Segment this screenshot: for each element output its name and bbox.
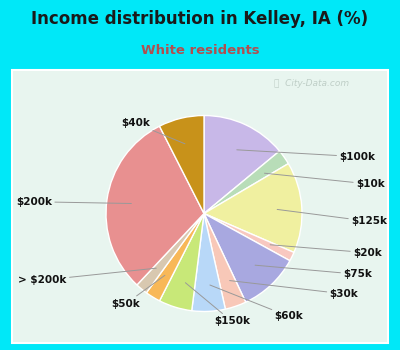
Text: ⓘ  City-Data.com: ⓘ City-Data.com	[274, 79, 350, 88]
Text: $30k: $30k	[230, 281, 358, 299]
Text: $20k: $20k	[270, 245, 382, 258]
Wedge shape	[204, 214, 294, 261]
Wedge shape	[204, 163, 302, 252]
Text: $50k: $50k	[112, 275, 165, 309]
Text: $200k: $200k	[16, 197, 131, 207]
Wedge shape	[137, 214, 204, 293]
Wedge shape	[192, 214, 225, 312]
Text: White residents: White residents	[141, 44, 259, 57]
Text: $10k: $10k	[264, 173, 385, 189]
Text: $100k: $100k	[237, 150, 375, 162]
Wedge shape	[160, 116, 204, 214]
FancyBboxPatch shape	[12, 70, 388, 343]
Wedge shape	[146, 214, 204, 301]
Text: $40k: $40k	[121, 118, 185, 144]
Wedge shape	[160, 214, 204, 311]
Text: > $200k: > $200k	[18, 268, 156, 285]
Wedge shape	[204, 214, 246, 309]
Text: $60k: $60k	[210, 285, 303, 321]
Text: $125k: $125k	[277, 209, 387, 226]
Wedge shape	[204, 151, 288, 214]
Text: Income distribution in Kelley, IA (%): Income distribution in Kelley, IA (%)	[32, 10, 368, 28]
Text: $150k: $150k	[185, 283, 250, 326]
Wedge shape	[106, 126, 204, 285]
Wedge shape	[204, 116, 280, 214]
Wedge shape	[204, 214, 290, 302]
Text: $75k: $75k	[255, 265, 372, 279]
